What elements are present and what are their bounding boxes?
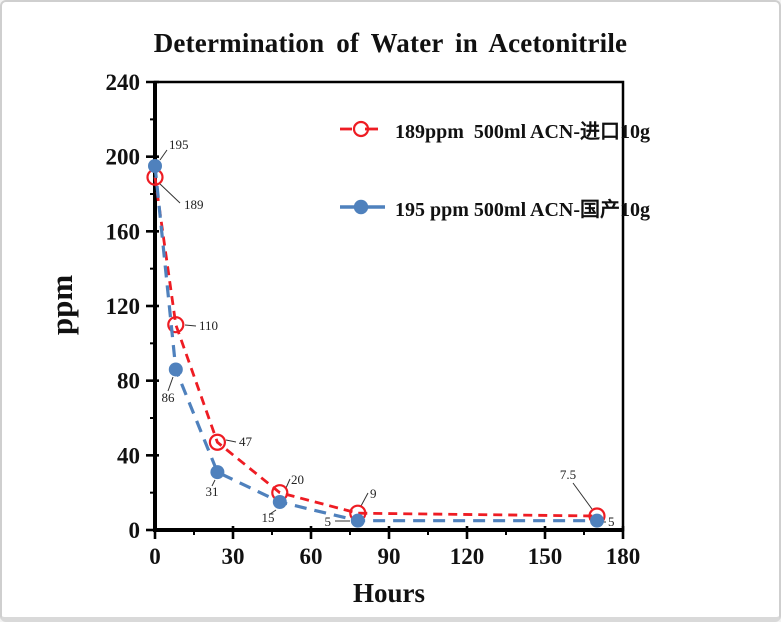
x-tick-label: 0 [149, 544, 161, 569]
data-point-filled [350, 513, 365, 528]
data-label: 5 [608, 514, 615, 529]
x-tick-label: 60 [300, 544, 323, 569]
y-tick-label: 0 [129, 518, 141, 543]
data-label-leader [167, 376, 174, 392]
legend-label-imported: 189ppm 500ml ACN-进口10g [395, 120, 651, 143]
legend-item-domestic: 195 ppm 500ml ACN-国产10g [339, 192, 650, 222]
data-label-leader [225, 439, 237, 443]
data-label: 31 [206, 484, 219, 499]
x-tick-label: 150 [528, 544, 563, 569]
data-label-leader [158, 182, 181, 204]
y-tick-label: 40 [117, 443, 140, 468]
legend-key-solid-filled-circle-icon [340, 199, 385, 215]
data-label: 189 [184, 197, 204, 212]
x-axis-title: Hours [352, 578, 425, 608]
y-tick-label: 240 [106, 70, 141, 95]
x-tick-label: 120 [450, 544, 485, 569]
data-label-leader [572, 482, 593, 510]
data-label: 7.5 [560, 467, 576, 482]
data-point-filled [148, 159, 162, 173]
x-tick-label: 180 [606, 544, 641, 569]
data-label-leader [285, 478, 291, 489]
legend-key-marker [353, 199, 369, 215]
data-point-filled [210, 465, 225, 480]
data-label-leader [184, 324, 197, 327]
data-label-leader [360, 492, 369, 507]
data-label: 86 [162, 390, 176, 405]
data-point-filled [590, 513, 604, 528]
data-label: 20 [291, 472, 304, 487]
series-line-0 [153, 177, 598, 518]
data-label: 9 [370, 486, 377, 501]
data-label: 15 [262, 510, 275, 525]
data-label-leader [211, 479, 216, 487]
legend: 189ppm 500ml ACN-进口10g 195 ppm 500ml ACN… [339, 114, 650, 222]
data-label: 110 [199, 318, 218, 333]
y-tick-label: 160 [106, 219, 141, 244]
y-tick-label: 80 [117, 369, 140, 394]
data-point-open [167, 316, 185, 334]
data-label: 5 [325, 514, 332, 529]
data-label: 195 [169, 137, 189, 152]
data-label-leader [159, 149, 168, 161]
data-point-filled [168, 362, 183, 377]
legend-label-domestic: 195 ppm 500ml ACN-国产10g [395, 198, 651, 221]
legend-item-imported: 189ppm 500ml ACN-进口10g [339, 114, 650, 144]
y-tick-label: 120 [106, 294, 141, 319]
x-tick-label: 90 [378, 544, 401, 569]
y-tick-label: 200 [106, 145, 141, 170]
chart-title: Determination of Water in Acetonitrile [153, 28, 628, 58]
data-label: 47 [239, 434, 253, 449]
x-tick-label: 30 [222, 544, 245, 569]
legend-key-marker [352, 120, 370, 138]
series-line-1 [153, 165, 597, 523]
data-label-leader [269, 509, 277, 515]
data-point-filled [272, 495, 287, 509]
legend-key-dashed-open-circle-icon [340, 120, 378, 138]
data-point-open [208, 433, 226, 451]
